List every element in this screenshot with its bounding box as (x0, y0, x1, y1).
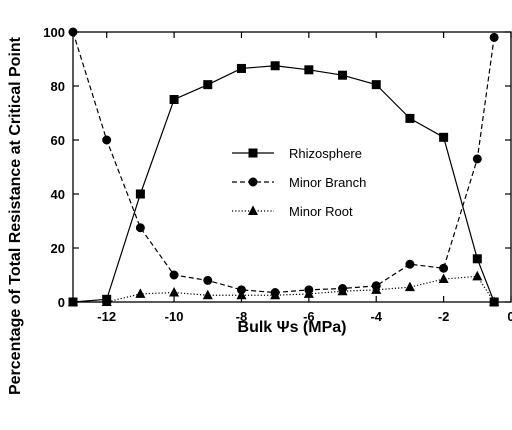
legend-marker-circle (248, 177, 258, 187)
data-point-circle (405, 259, 415, 269)
data-point-square (371, 80, 381, 90)
series-line (73, 275, 495, 303)
data-point-circle (68, 27, 78, 37)
y-tick-label: 40 (51, 187, 65, 202)
y-axis-title: Percentage of Total Resistance at Critic… (7, 36, 24, 395)
series-layer (67, 27, 500, 307)
data-point-square (472, 254, 482, 264)
y-axis-ticks: 0 20 40 60 80 100 (43, 25, 511, 310)
data-point-square (169, 95, 179, 104)
data-point-circle (439, 263, 449, 273)
data-point-square (236, 63, 246, 73)
legend-label: Rhizosphere (289, 146, 362, 161)
data-point-triangle (489, 296, 500, 306)
data-point-triangle (303, 288, 314, 298)
legend-marker-square (248, 148, 258, 158)
data-point-circle (489, 32, 499, 42)
legend: Rhizosphere Minor Branch Minor Root (232, 146, 366, 219)
data-point-triangle (67, 296, 79, 306)
legend-marker-triangle (247, 205, 259, 215)
y-tick-label: 100 (43, 25, 65, 40)
data-point-circle (102, 135, 112, 145)
x-axis-title: Bulk Ψs (MPa) (238, 319, 347, 336)
data-point-triangle (270, 289, 281, 300)
data-point-circle (135, 223, 145, 233)
data-point-square (405, 113, 415, 123)
y-tick-label: 20 (51, 241, 65, 256)
data-point-square (203, 80, 213, 90)
data-point-triangle (202, 289, 213, 300)
series-minor-root (67, 270, 500, 306)
data-point-triangle (371, 284, 382, 294)
data-point-circle (203, 275, 213, 285)
series-minor-branch (68, 27, 499, 298)
y-tick-label: 0 (58, 295, 65, 310)
x-tick-label: -2 (438, 309, 450, 324)
x-tick-label: -12 (97, 309, 116, 324)
x-tick-label: -8 (236, 309, 248, 324)
y-tick-label: 80 (51, 79, 65, 94)
x-axis-ticks: -12 -10 -8 -6 -4 -2 0 (97, 32, 512, 324)
data-point-triangle (101, 296, 112, 306)
data-point-triangle (135, 288, 146, 298)
x-tick-label: -4 (370, 309, 382, 324)
plot-frame (72, 31, 512, 303)
data-point-square (270, 61, 280, 71)
y-tick-label: 60 (51, 133, 65, 148)
series-line (72, 31, 495, 294)
data-point-circle (472, 154, 482, 164)
data-point-square (304, 65, 314, 75)
data-point-triangle (236, 289, 247, 300)
x-tick-label: 0 (507, 309, 512, 324)
series-line (72, 65, 495, 303)
data-point-square (135, 189, 145, 199)
data-point-triangle (169, 286, 180, 297)
data-point-square (439, 132, 449, 142)
data-point-circle (169, 270, 179, 280)
legend-label: Minor Root (289, 204, 353, 219)
x-tick-label: -6 (303, 309, 315, 324)
data-point-triangle (438, 273, 449, 284)
data-point-square (338, 70, 348, 80)
data-point-triangle (472, 270, 483, 281)
x-tick-label: -10 (165, 309, 184, 324)
data-point-triangle (337, 285, 348, 296)
legend-label: Minor Branch (289, 175, 366, 190)
series-rhizosphere (68, 61, 499, 307)
data-point-triangle (404, 281, 415, 292)
